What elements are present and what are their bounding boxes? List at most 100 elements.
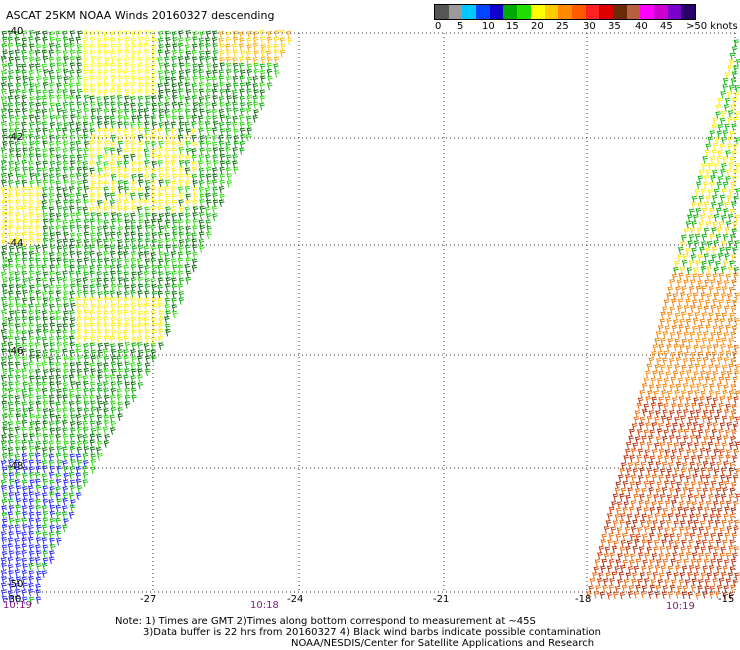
wind-barb: [718, 325, 724, 333]
wind-barb: [646, 519, 653, 528]
wind-barb: [691, 578, 698, 586]
colorbar-swatch: [435, 5, 449, 19]
wind-barb: [720, 168, 726, 177]
wind-barb: [15, 284, 22, 292]
wind-barb: [707, 337, 714, 346]
wind-barb: [63, 356, 70, 364]
wind-barb: [103, 271, 109, 280]
wind-barb: [42, 550, 49, 558]
wind-barb: [218, 199, 225, 207]
wind-barb: [109, 62, 116, 71]
wind-barb: [701, 364, 707, 372]
wind-barb: [123, 199, 130, 208]
colorbar-swatch: [585, 5, 600, 19]
wind-barb: [1, 434, 7, 442]
wind-barb: [55, 486, 61, 494]
wind-barb: [8, 167, 15, 175]
wind-barb: [158, 114, 165, 123]
wind-barb: [686, 267, 693, 275]
wind-barb: [145, 89, 151, 97]
wind-barb: [110, 153, 116, 162]
wind-barb: [83, 407, 90, 416]
wind-barb: [7, 75, 14, 84]
wind-barb: [676, 409, 683, 418]
wind-barb: [124, 387, 131, 396]
wind-barb: [164, 88, 171, 97]
wind-barb: [143, 302, 150, 311]
wind-barb: [713, 546, 720, 554]
wind-barb: [212, 30, 218, 38]
wind-barb: [177, 42, 184, 51]
wind-barb: [723, 461, 729, 469]
wind-barb: [109, 414, 116, 423]
wind-barb: [636, 506, 642, 515]
wind-barb: [103, 322, 110, 331]
wind-barb: [192, 180, 198, 188]
wind-barb: [192, 186, 198, 195]
wind-barb: [110, 420, 116, 429]
wind-barb: [21, 401, 28, 410]
wind-barb: [28, 498, 35, 506]
wind-barb: [15, 147, 22, 156]
wind-barb: [103, 296, 110, 304]
wind-barb: [150, 82, 157, 90]
wind-barb: [678, 447, 685, 456]
wind-barb: [110, 231, 116, 240]
wind-barb: [110, 173, 117, 182]
wind-barb: [612, 520, 619, 528]
wind-barb: [130, 127, 137, 135]
wind-barb: [49, 329, 56, 338]
wind-barb: [614, 565, 620, 574]
colorbar-swatch: [667, 5, 682, 19]
wind-barb: [75, 453, 82, 462]
wind-barb: [103, 186, 109, 195]
wind-barb: [692, 526, 698, 534]
wind-barb: [697, 253, 704, 262]
wind-barb: [178, 121, 185, 130]
wind-barb: [192, 75, 198, 84]
wind-barb: [89, 75, 95, 84]
wind-barb: [2, 453, 8, 461]
wind-barb: [116, 199, 123, 207]
wind-barb: [35, 537, 42, 545]
wind-barb: [615, 507, 622, 516]
wind-barb: [8, 180, 14, 188]
wind-barb: [90, 368, 96, 376]
wind-barb: [698, 579, 704, 587]
wind-barb: [680, 292, 686, 300]
wind-barb: [137, 232, 144, 241]
wind-barb: [116, 148, 123, 156]
wind-barb: [145, 355, 151, 363]
wind-barb: [637, 448, 644, 457]
wind-barb: [619, 493, 625, 501]
wind-barb: [692, 267, 699, 275]
wind-barb: [89, 362, 96, 371]
wind-barb: [708, 539, 714, 548]
wind-barb: [731, 429, 737, 437]
wind-barb: [2, 290, 8, 298]
wind-barb: [110, 277, 116, 285]
wind-barb: [158, 147, 164, 155]
wind-barb: [130, 43, 137, 52]
wind-barb: [705, 324, 711, 332]
wind-barb: [131, 199, 137, 207]
colorbar-tick-label: 10: [482, 21, 495, 32]
wind-barb: [661, 389, 667, 398]
wind-barb: [7, 263, 14, 272]
wind-barb: [83, 329, 90, 338]
wind-barb: [28, 192, 35, 201]
wind-barb: [185, 238, 191, 246]
colorbar-swatch: [530, 5, 545, 19]
wind-barb: [144, 238, 151, 246]
wind-barb: [104, 342, 110, 351]
wind-barb: [192, 251, 198, 260]
wind-barb: [7, 511, 14, 519]
wind-barb: [49, 504, 56, 513]
wind-barb: [130, 121, 136, 130]
wind-barb: [55, 355, 62, 364]
wind-barb: [633, 416, 640, 424]
wind-barb: [96, 252, 103, 260]
wind-barb: [55, 452, 62, 461]
wind-barb: [1, 595, 8, 604]
wind-barb: [28, 544, 35, 552]
